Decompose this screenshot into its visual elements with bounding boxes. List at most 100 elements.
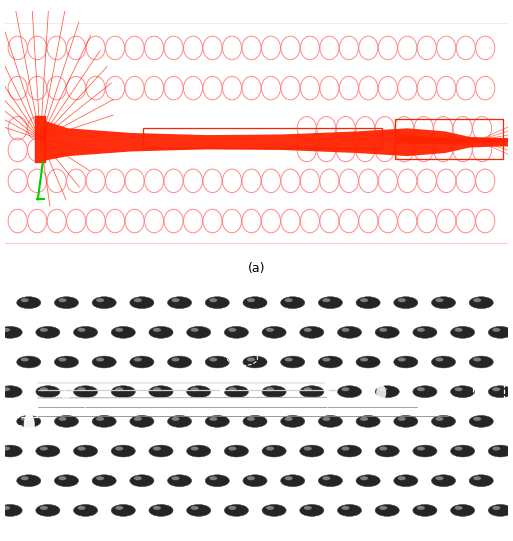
Circle shape (338, 326, 362, 338)
Circle shape (205, 356, 229, 368)
Text: P: P (235, 353, 240, 362)
Circle shape (111, 386, 135, 398)
Text: F1: F1 (475, 387, 486, 396)
Circle shape (153, 506, 161, 510)
Circle shape (224, 267, 248, 279)
Circle shape (54, 415, 78, 427)
Circle shape (73, 386, 97, 398)
Circle shape (115, 328, 123, 332)
Circle shape (171, 298, 180, 302)
Circle shape (356, 475, 380, 487)
Circle shape (360, 358, 368, 361)
Circle shape (266, 328, 274, 332)
Circle shape (228, 268, 236, 273)
Circle shape (36, 504, 60, 516)
Circle shape (96, 298, 104, 302)
Circle shape (21, 417, 29, 421)
Circle shape (375, 267, 399, 279)
Circle shape (436, 298, 444, 302)
Circle shape (2, 506, 10, 510)
Circle shape (58, 476, 67, 480)
Circle shape (187, 326, 211, 338)
Circle shape (73, 504, 97, 516)
Circle shape (77, 387, 86, 391)
Circle shape (417, 446, 425, 451)
Circle shape (92, 296, 116, 308)
Circle shape (187, 386, 211, 398)
Circle shape (247, 298, 255, 302)
Circle shape (77, 506, 86, 510)
Circle shape (281, 415, 305, 427)
Circle shape (17, 475, 41, 487)
Ellipse shape (22, 371, 36, 420)
Circle shape (473, 476, 481, 480)
Circle shape (0, 504, 22, 516)
Circle shape (488, 504, 512, 516)
Circle shape (492, 446, 500, 451)
Circle shape (262, 267, 286, 279)
Circle shape (360, 298, 368, 302)
Circle shape (224, 445, 248, 457)
Circle shape (0, 445, 22, 457)
Circle shape (342, 328, 349, 332)
Circle shape (149, 267, 173, 279)
Circle shape (115, 268, 123, 273)
Circle shape (300, 504, 324, 516)
Circle shape (21, 476, 29, 480)
Circle shape (92, 415, 116, 427)
Circle shape (115, 506, 123, 510)
Circle shape (281, 296, 305, 308)
Circle shape (356, 296, 380, 308)
Circle shape (191, 506, 199, 510)
Circle shape (342, 446, 349, 451)
Circle shape (338, 504, 362, 516)
Circle shape (149, 504, 173, 516)
Circle shape (224, 386, 248, 398)
Circle shape (266, 268, 274, 273)
Circle shape (304, 328, 312, 332)
Ellipse shape (376, 385, 386, 401)
Circle shape (73, 267, 97, 279)
Polygon shape (395, 135, 508, 144)
Circle shape (450, 386, 475, 398)
Circle shape (266, 387, 274, 391)
Circle shape (111, 267, 135, 279)
Circle shape (54, 356, 78, 368)
Circle shape (73, 445, 97, 457)
Circle shape (394, 415, 418, 427)
Circle shape (92, 356, 116, 368)
Circle shape (379, 446, 387, 451)
Circle shape (304, 268, 312, 273)
Ellipse shape (24, 413, 35, 438)
Circle shape (492, 387, 500, 391)
Circle shape (111, 326, 135, 338)
Circle shape (187, 267, 211, 279)
Circle shape (304, 506, 312, 510)
Circle shape (375, 326, 399, 338)
Circle shape (54, 296, 78, 308)
Circle shape (209, 476, 218, 480)
Circle shape (149, 445, 173, 457)
Circle shape (338, 445, 362, 457)
Polygon shape (44, 121, 508, 161)
Circle shape (2, 387, 10, 391)
Circle shape (455, 268, 463, 273)
Circle shape (2, 328, 10, 332)
Circle shape (40, 268, 48, 273)
Circle shape (394, 356, 418, 368)
Circle shape (379, 328, 387, 332)
Circle shape (153, 446, 161, 451)
Circle shape (319, 475, 343, 487)
Circle shape (262, 326, 286, 338)
Bar (472, 381, 504, 400)
Circle shape (228, 506, 236, 510)
Circle shape (73, 326, 97, 338)
Circle shape (285, 358, 293, 361)
Circle shape (319, 296, 343, 308)
Circle shape (115, 387, 123, 391)
Circle shape (54, 475, 78, 487)
Circle shape (17, 296, 41, 308)
Circle shape (455, 387, 463, 391)
Circle shape (228, 328, 236, 332)
Circle shape (436, 476, 444, 480)
